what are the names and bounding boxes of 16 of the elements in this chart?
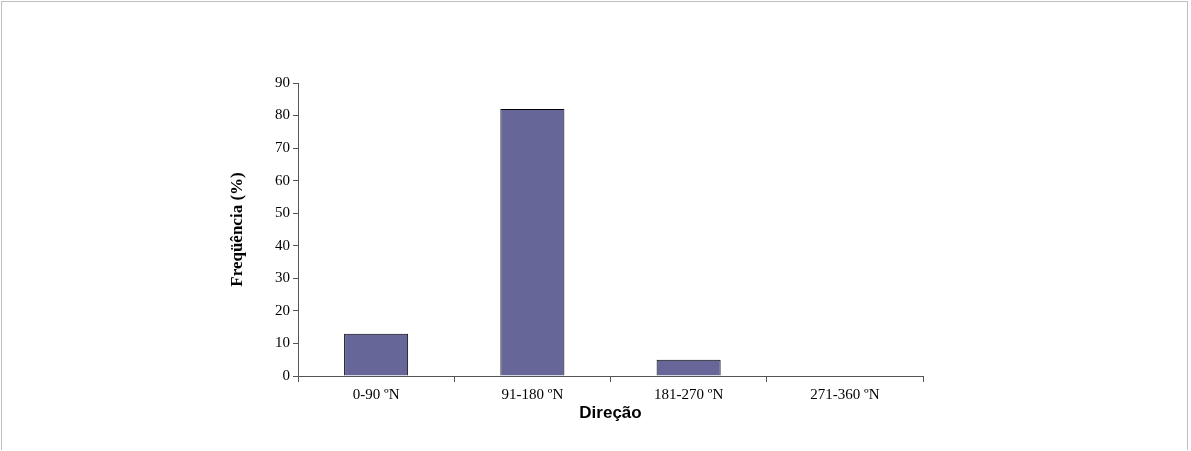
- y-axis-title: Freqüência (%): [226, 172, 246, 287]
- x-tick-label: 0-90 ºN: [352, 385, 400, 402]
- x-tick-label: 181-270 ºN: [654, 385, 724, 402]
- y-tick-label: 0: [282, 366, 290, 383]
- y-tick-label: 50: [275, 204, 290, 221]
- y-tick-label: 20: [275, 301, 290, 318]
- y-tick-label: 60: [275, 171, 290, 188]
- y-tick-label: 10: [275, 334, 290, 351]
- y-tick-label: 40: [275, 236, 290, 253]
- x-tick-label: 91-180 ºN: [501, 385, 564, 402]
- y-tick-label: 90: [275, 73, 290, 90]
- y-tick-label: 70: [275, 139, 290, 156]
- y-tick-label: 30: [275, 269, 290, 286]
- x-axis-title: Direção: [579, 403, 642, 423]
- x-tick-label: 271-360 ºN: [810, 385, 880, 402]
- y-tick-label: 80: [275, 106, 290, 123]
